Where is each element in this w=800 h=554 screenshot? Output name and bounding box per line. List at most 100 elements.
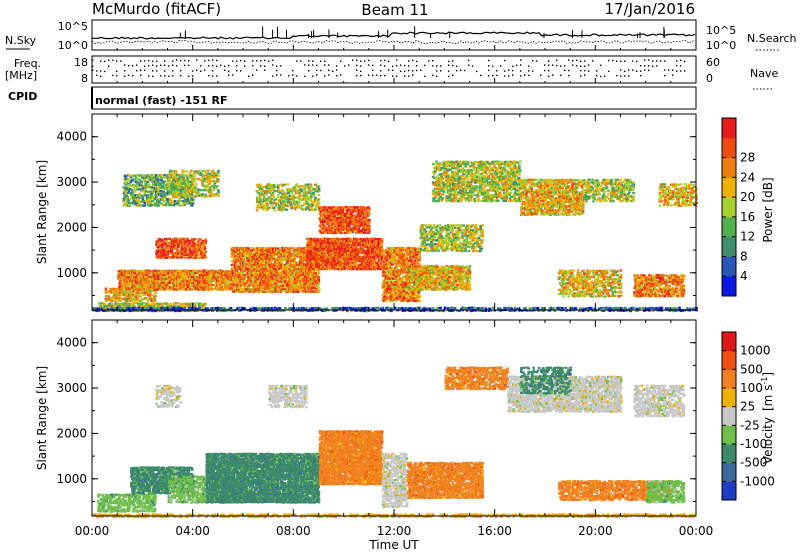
power-cell bbox=[190, 250, 193, 253]
power-cell bbox=[272, 269, 276, 272]
freq-dot bbox=[640, 70, 642, 72]
power-cell bbox=[175, 282, 179, 285]
power-cell bbox=[187, 180, 191, 183]
power-cell bbox=[190, 286, 193, 289]
power-cell bbox=[217, 171, 220, 174]
power-cell bbox=[146, 278, 149, 281]
freq-dot bbox=[428, 60, 430, 62]
power-cell bbox=[110, 297, 113, 300]
freq-dot bbox=[480, 74, 482, 77]
freq-dot bbox=[520, 70, 522, 72]
power-cell bbox=[291, 282, 294, 285]
power-cell bbox=[312, 242, 316, 245]
power-cell bbox=[287, 257, 290, 260]
power-cell bbox=[187, 244, 191, 247]
power-cell bbox=[138, 196, 141, 199]
power-cell bbox=[269, 202, 272, 205]
power-cell bbox=[129, 198, 132, 201]
power-cell bbox=[234, 286, 237, 289]
power-cell bbox=[183, 193, 187, 196]
power-cell bbox=[131, 174, 135, 177]
power-cell bbox=[250, 247, 254, 250]
power-cell bbox=[266, 253, 269, 256]
freq-dot bbox=[360, 60, 362, 62]
freq-dot bbox=[520, 59, 522, 61]
power-cell bbox=[230, 286, 234, 289]
power-cell bbox=[172, 239, 175, 242]
power-cell bbox=[145, 297, 149, 301]
power-cell bbox=[317, 288, 321, 291]
power-cell bbox=[187, 188, 191, 191]
power-cell bbox=[203, 252, 206, 255]
power-cell bbox=[270, 274, 273, 277]
power-cell bbox=[243, 260, 246, 263]
power-cell bbox=[154, 190, 158, 193]
power-cell bbox=[277, 251, 281, 254]
freq-dot bbox=[436, 70, 438, 72]
freq-dot bbox=[308, 70, 310, 72]
power-cell bbox=[146, 298, 150, 301]
freq-dot bbox=[164, 70, 166, 72]
power-cell bbox=[123, 278, 127, 281]
power-cell bbox=[173, 200, 177, 203]
power-cell bbox=[193, 269, 197, 272]
power-cell bbox=[203, 247, 207, 251]
freq-dot bbox=[204, 60, 206, 62]
freq-dot bbox=[356, 59, 358, 61]
freq-dot bbox=[456, 65, 458, 68]
power-cell bbox=[150, 187, 154, 191]
power-cell bbox=[286, 259, 289, 263]
freq-dot bbox=[220, 64, 222, 67]
power-cell bbox=[162, 249, 166, 252]
power-cell bbox=[284, 278, 287, 281]
freq-dot bbox=[104, 70, 106, 73]
power-cell bbox=[120, 282, 123, 285]
power-cell bbox=[185, 269, 189, 272]
power-cell bbox=[262, 255, 265, 258]
freq-dot bbox=[528, 70, 530, 72]
power-cell bbox=[282, 200, 285, 203]
power-cell bbox=[258, 202, 261, 205]
power-cell bbox=[324, 241, 328, 244]
power-cell bbox=[292, 255, 296, 258]
power-cell bbox=[201, 276, 205, 279]
power-cell bbox=[146, 204, 150, 207]
power-cell bbox=[301, 198, 304, 201]
power-cell bbox=[197, 252, 200, 255]
power-cell bbox=[166, 248, 170, 251]
power-cell bbox=[277, 183, 281, 186]
power-cell bbox=[286, 267, 289, 271]
freq-dot bbox=[208, 59, 210, 62]
power-cell bbox=[147, 288, 151, 291]
power-cell bbox=[238, 251, 242, 254]
power-cell bbox=[311, 238, 314, 241]
power-cell bbox=[260, 271, 263, 275]
power-cell bbox=[136, 293, 139, 296]
power-cell bbox=[141, 304, 144, 308]
power-cell bbox=[160, 242, 163, 245]
noise-left-label: N.Sky bbox=[5, 34, 37, 47]
power-cell bbox=[167, 172, 171, 175]
power-cell bbox=[168, 202, 172, 205]
power-cell bbox=[318, 253, 322, 256]
power-cell bbox=[250, 274, 254, 277]
freq-dot bbox=[380, 74, 382, 77]
power-cell bbox=[300, 259, 304, 262]
power-cell bbox=[211, 173, 215, 176]
power-cell bbox=[178, 173, 181, 177]
freq-dot bbox=[244, 60, 246, 62]
power-cell bbox=[129, 176, 133, 179]
power-cell bbox=[312, 260, 315, 263]
power-cell bbox=[273, 273, 277, 277]
power-cell bbox=[174, 184, 177, 187]
power-cell bbox=[123, 297, 127, 300]
power-cell bbox=[309, 273, 313, 276]
freq-dot bbox=[280, 65, 282, 67]
power-cell bbox=[172, 175, 175, 179]
power-cell bbox=[280, 250, 284, 253]
power-cell bbox=[192, 244, 196, 247]
power-cell bbox=[290, 196, 293, 199]
noise-sky-trace bbox=[92, 31, 696, 40]
freq-dot bbox=[200, 65, 202, 67]
power-cell bbox=[185, 278, 189, 281]
